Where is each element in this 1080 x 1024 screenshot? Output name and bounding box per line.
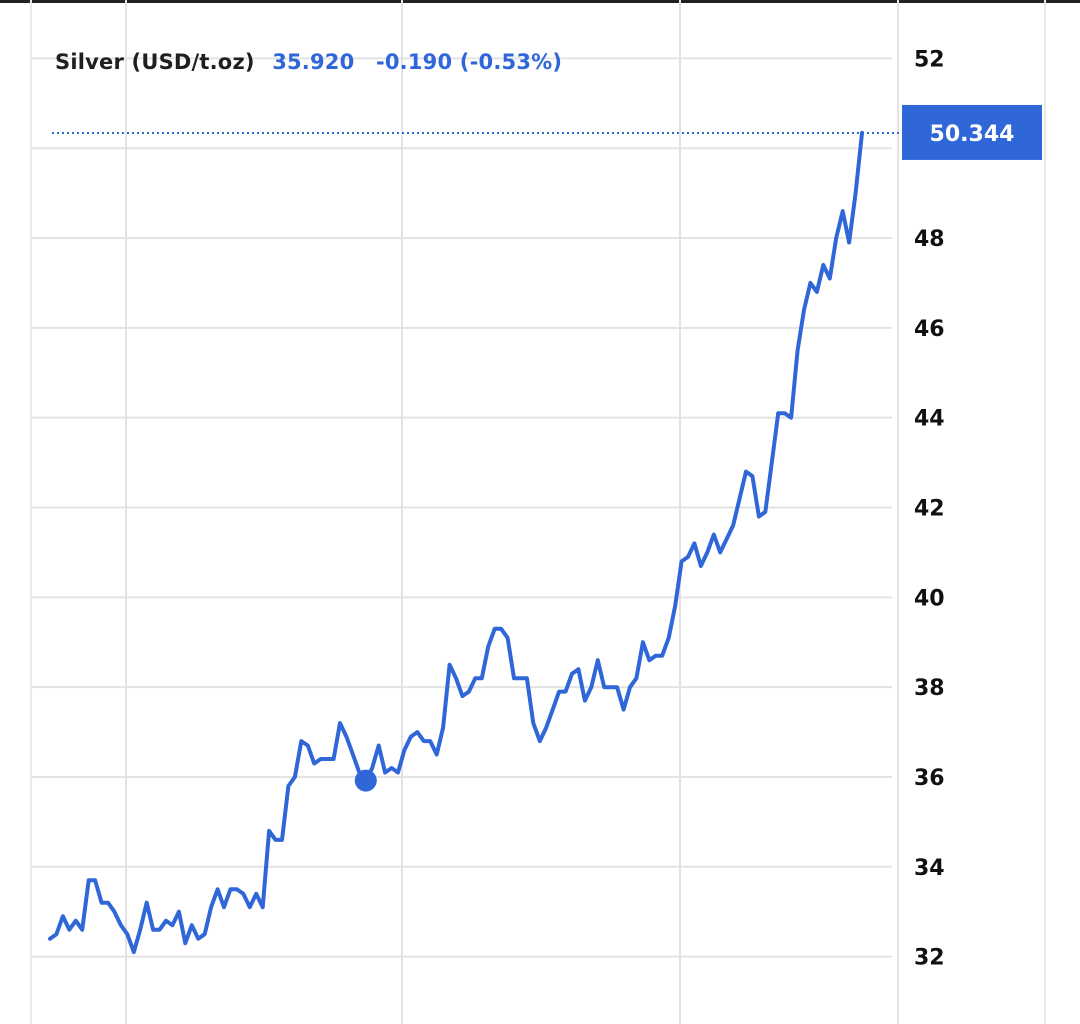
y-tick-label: 36	[914, 766, 945, 791]
y-tick-label: 52	[914, 47, 945, 72]
current-price-tag: 50.344	[902, 104, 1042, 160]
right-border	[1044, 0, 1046, 1024]
y-tick-label: 42	[914, 497, 945, 522]
vertical-grid	[125, 0, 899, 1024]
instrument-legend: Silver (USD/t.oz) 35.920 -0.190 (-0.53%)	[55, 50, 562, 74]
legend-instrument-name: Silver (USD/t.oz)	[55, 50, 255, 74]
legend-price-value: 35.920	[272, 50, 355, 74]
y-tick-label: 44	[914, 407, 945, 432]
y-tick-label: 48	[914, 227, 945, 252]
y-tick-label: 46	[914, 317, 945, 342]
hover-marker-dot[interactable]	[354, 769, 377, 792]
current-price-tag-box	[902, 104, 1042, 160]
y-tick-label: 32	[914, 946, 945, 971]
top-border	[0, 0, 1080, 3]
y-axis-ticks: 32 34 36 38 40 42 44 46 48 52	[914, 47, 945, 970]
y-tick-label: 34	[914, 856, 945, 881]
current-price-tag-value: 50.344	[930, 122, 1015, 147]
y-tick-label: 38	[914, 676, 945, 701]
silver-price-line[interactable]	[48, 130, 864, 955]
legend-price-change: -0.190 (-0.53%)	[375, 50, 563, 74]
y-tick-label: 40	[914, 586, 945, 611]
horizontal-grid	[32, 57, 892, 958]
left-border	[30, 0, 32, 1024]
